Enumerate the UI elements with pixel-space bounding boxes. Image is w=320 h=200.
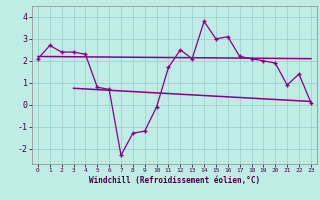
X-axis label: Windchill (Refroidissement éolien,°C): Windchill (Refroidissement éolien,°C) [89,176,260,185]
